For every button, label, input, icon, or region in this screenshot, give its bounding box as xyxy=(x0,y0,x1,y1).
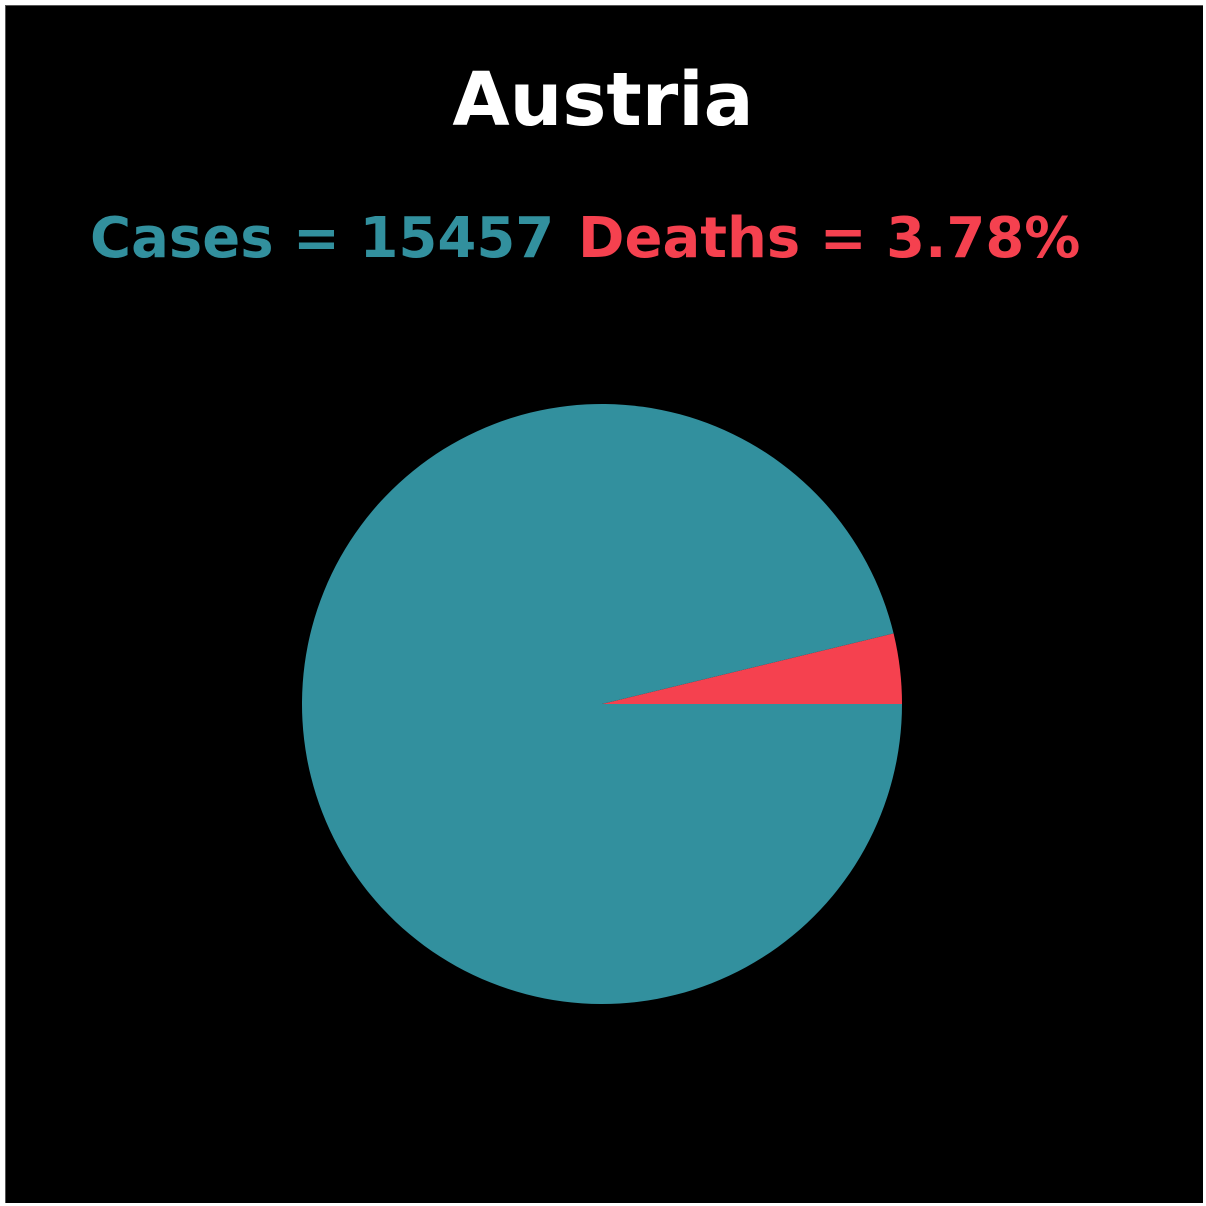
chart-title: Austria xyxy=(452,57,754,143)
deaths-stat: Deaths = 3.78% xyxy=(578,206,1081,271)
pie-slice-deaths xyxy=(602,633,902,704)
cases-stat: Cases = 15457 xyxy=(90,206,555,271)
pie-slice-cases xyxy=(302,404,902,1005)
